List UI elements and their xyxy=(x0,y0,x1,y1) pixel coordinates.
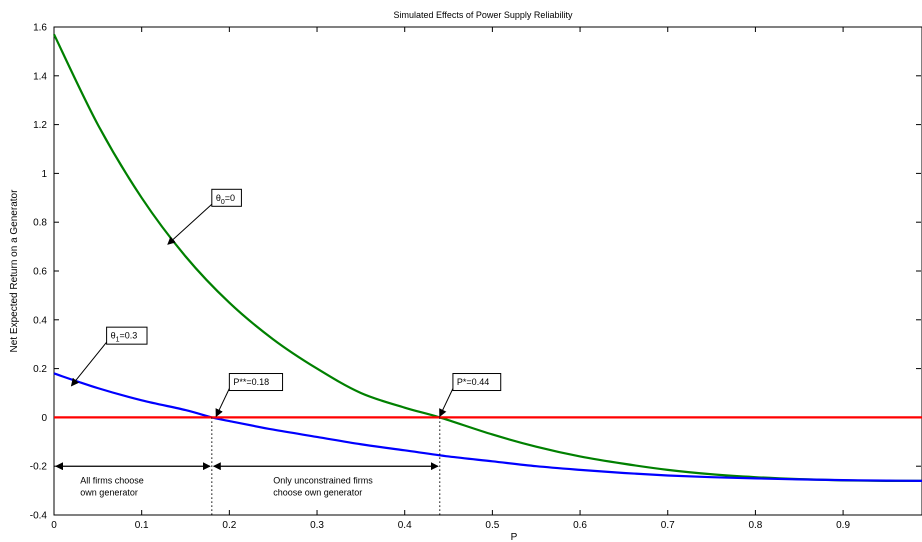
x-tick-label: 0.3 xyxy=(310,520,324,531)
y-tick-label: 0 xyxy=(41,413,47,424)
annotation-label: θ1=0.3 xyxy=(111,331,138,344)
y-tick-label: -0.2 xyxy=(30,462,48,473)
y-tick-label: 0.2 xyxy=(33,364,47,375)
y-tick-label: 1.6 xyxy=(33,23,47,34)
y-tick-label: 1 xyxy=(41,169,47,180)
y-tick-label: 0.6 xyxy=(33,267,47,278)
annotation-arrow xyxy=(215,388,230,418)
chart-title: Simulated Effects of Power Supply Reliab… xyxy=(394,10,573,20)
region-label: All firms choose xyxy=(80,475,144,485)
region-label: choose own generator xyxy=(273,487,362,497)
x-tick-label: 0.5 xyxy=(485,520,499,531)
series-line xyxy=(53,33,922,482)
x-tick-label: 0 xyxy=(51,520,57,531)
y-tick-label: 0.8 xyxy=(33,218,47,229)
y-tick-label: 1.2 xyxy=(33,120,47,131)
annotation-box xyxy=(211,188,242,207)
plot-frame xyxy=(53,26,922,516)
y-tick-label: 1.4 xyxy=(33,71,47,82)
annotation-arrow xyxy=(439,388,454,418)
annotation-arrow xyxy=(167,203,213,245)
annotation-label: θ0=0 xyxy=(216,193,235,206)
x-tick-label: 0.7 xyxy=(661,520,675,531)
x-tick-label: 0.8 xyxy=(748,520,762,531)
annotation-label: P**=0.18 xyxy=(233,377,269,387)
x-tick-label: 0.4 xyxy=(398,520,412,531)
x-tick-label: 0.6 xyxy=(573,520,587,531)
y-axis-label: Net Expected Return on a Generator xyxy=(9,189,20,353)
region-label: Only unconstrained firms xyxy=(273,475,373,485)
annotation-arrow xyxy=(70,341,107,387)
annotation-box xyxy=(452,373,502,392)
y-tick-label: 0.4 xyxy=(33,315,47,326)
x-tick-label: 0.2 xyxy=(222,520,236,531)
annotation-label: P*=0.44 xyxy=(457,377,489,387)
annotation-box xyxy=(106,326,148,345)
region-label: own generator xyxy=(80,487,138,497)
series-line xyxy=(53,372,922,482)
annotation-box xyxy=(228,373,284,392)
x-tick-label: 0.1 xyxy=(135,520,149,531)
y-tick-label: -0.4 xyxy=(30,511,48,522)
x-axis-label: P xyxy=(511,532,518,542)
x-tick-label: 0.9 xyxy=(836,520,850,531)
